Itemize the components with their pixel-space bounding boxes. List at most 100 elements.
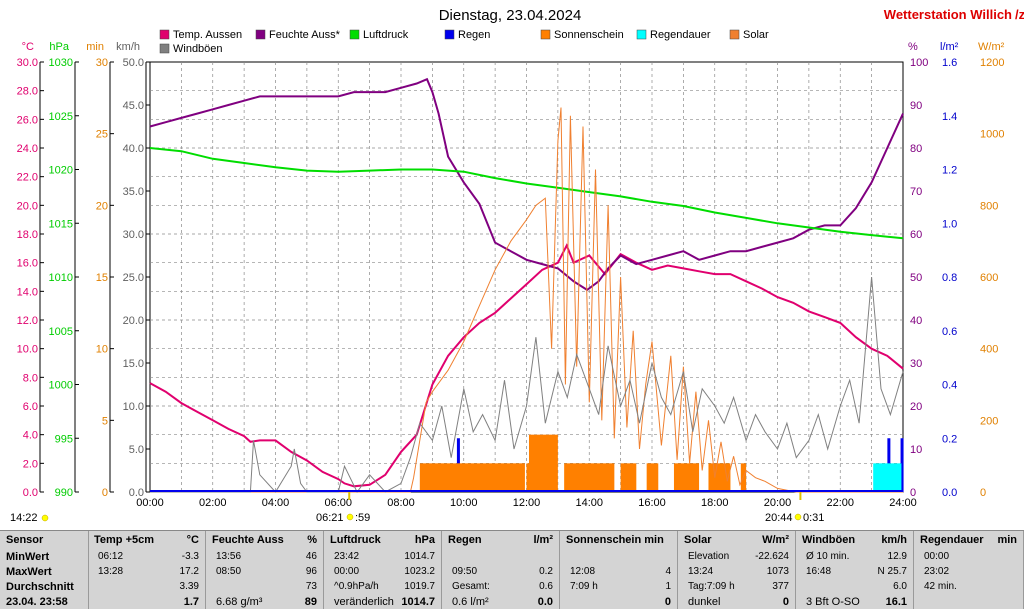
- axis-tick-right: 70: [910, 186, 922, 198]
- stats-solar-label: dunkel: [688, 596, 721, 608]
- axis-tick-right: 1200: [980, 57, 1004, 69]
- axis-tick-left: 20.0: [123, 315, 144, 327]
- stats-sensor-current: 23.04. 23:58: [6, 596, 68, 608]
- legend-label: Windböen: [173, 43, 223, 55]
- axis-tick-left: 10.0: [17, 344, 38, 356]
- stats-humidity-title: Feuchte Auss: [212, 534, 284, 546]
- axis-tick-left: 990: [55, 487, 73, 499]
- bar-sonnenschein: [673, 463, 700, 492]
- chart-lines: [149, 77, 904, 493]
- axis-tick-right: 0.2: [942, 433, 957, 445]
- stats-solar-label: Tag:7:09 h: [688, 581, 735, 592]
- stats-sunshine-value: 0: [664, 596, 671, 608]
- axis-tick-left: 10: [96, 344, 108, 356]
- axis-tick-left: 4.0: [23, 430, 38, 442]
- axis-tick-right: 0: [980, 487, 986, 499]
- x-tick-label: 24:00: [889, 497, 917, 509]
- stats-rain-value: 0.6: [539, 581, 553, 592]
- chart-axes: 00:00 02:00 04:00 06:00 08:00 10:00 12:00 14:00…: [17, 41, 1005, 509]
- bar-sonnenschein: [526, 463, 530, 492]
- axis-tick-left: 1005: [49, 326, 73, 338]
- bar-sonnenschein: [529, 434, 558, 492]
- axis-tick-left: 50.0: [123, 57, 144, 69]
- stats-humidity-label: 6.68 g/m³: [216, 596, 263, 608]
- stats-rain-label: 09:50: [452, 566, 478, 577]
- axis-tick-left: 0.0: [129, 487, 144, 499]
- stats-sensor-max: MaxWert: [6, 566, 52, 578]
- legend-label: Regen: [458, 29, 490, 41]
- stats-col-rain: Regen l/m² 09:50 0.2 Gesamt: 0.6 0.6 l/m² 0.0: [442, 531, 560, 609]
- legend-label: Solar: [743, 29, 769, 41]
- axis-tick-right: 0: [910, 487, 916, 499]
- stats-temp-title: Temp +5cm: [94, 534, 155, 546]
- stats-sensor-min: MinWert: [6, 551, 50, 563]
- axis-tick-right: 60: [910, 229, 922, 241]
- stats-pressure-label: 00:00: [334, 566, 360, 577]
- axis-tick-left: 2.0: [23, 458, 38, 470]
- stats-pressure-value: 1014.7: [404, 551, 435, 562]
- axis-tick-left: 1015: [49, 218, 73, 230]
- axis-unit-left: km/h: [116, 41, 140, 53]
- stats-pressure-value: 1019.7: [404, 581, 435, 592]
- axis-tick-left: 25: [96, 129, 108, 141]
- stats-col-temp: Temp +5cm °C 06:12 -3.3 13:28 17.2 3.39 1.7: [88, 531, 206, 609]
- axis-tick-right: 0.4: [942, 380, 957, 392]
- chart-grid: [149, 61, 904, 493]
- axis-tick-left: 30: [96, 57, 108, 69]
- axis-tick-left: 12.0: [17, 315, 38, 327]
- axis-tick-right: 90: [910, 100, 922, 112]
- stats-humidity-unit: %: [307, 534, 317, 546]
- stats-solar-value: 377: [772, 581, 789, 592]
- sunset-suffix: 0:31: [803, 512, 824, 524]
- series-line-solar: [150, 107, 903, 493]
- axis-tick-right: 1000: [980, 129, 1004, 141]
- legend-swatch: [540, 29, 551, 40]
- stats-humidity-value: 73: [305, 581, 317, 592]
- axis-unit-left: min: [86, 41, 104, 53]
- station-name[interactable]: Wetterstation Willich: [884, 7, 1012, 22]
- axis-tick-right: 1.6: [942, 57, 957, 69]
- axis-tick-left: 5.0: [129, 444, 144, 456]
- stats-solar-value: 0: [782, 596, 789, 608]
- x-tick-label: 20:00: [764, 497, 792, 509]
- axis-tick-right: 50: [910, 272, 922, 284]
- stats-sunshine-value: 1: [665, 581, 671, 592]
- stats-temp-label: 13:28: [98, 566, 124, 577]
- legend-label: Regendauer: [650, 29, 711, 41]
- stats-temp-value: 3.39: [179, 581, 199, 592]
- axis-tick-left: 26.0: [17, 114, 38, 126]
- stats-rain-label: 0.6 l/m²: [452, 596, 489, 608]
- axis-tick-left: 20: [96, 200, 108, 212]
- stats-temp-value: 1.7: [183, 596, 199, 608]
- stats-pressure-unit: hPa: [414, 534, 435, 546]
- stats-humidity-value: 46: [305, 551, 317, 562]
- stats-solar-value: -22.624: [755, 551, 789, 562]
- x-tick-label: 18:00: [701, 497, 729, 509]
- stats-humidity-value: 96: [305, 566, 317, 577]
- axis-tick-left: 20.0: [17, 200, 38, 212]
- legend-swatch: [349, 29, 360, 40]
- stats-wind-value: N 25.7: [877, 566, 907, 577]
- axis-tick-left: 8.0: [23, 372, 38, 384]
- chart-legend: Temp. Aussen Feuchte Auss* Luftdruck Regen S…: [159, 29, 769, 55]
- series-line-tempaussen: [149, 243, 904, 488]
- axis-tick-right: 200: [980, 415, 998, 427]
- axis-tick-left: 22.0: [17, 172, 38, 184]
- legend-label: Sonnenschein: [554, 29, 624, 41]
- stats-wind-label: 16:48: [806, 566, 832, 577]
- axis-tick-left: 5: [102, 415, 108, 427]
- x-tick-label: 14:00: [575, 497, 603, 509]
- axis-unit-left: hPa: [49, 41, 69, 53]
- x-tick-label: 12:00: [513, 497, 541, 509]
- axis-tick-left: 0: [102, 487, 108, 499]
- sun-icon: [41, 514, 49, 522]
- stats-solar-title: Solar: [684, 534, 712, 546]
- axis-tick-left: 30.0: [123, 229, 144, 241]
- plot-area: [149, 61, 904, 493]
- bar-regen: [900, 438, 904, 492]
- stats-pressure-label: ^0.9hPa/h: [334, 581, 379, 592]
- axis-tick-right: 100: [910, 57, 928, 69]
- stats-pressure-title: Luftdruck: [330, 534, 381, 546]
- stats-wind-value: 12.9: [887, 551, 907, 562]
- stats-col-wind: Windböen km/h Ø 10 min. 12.9 16:48 N 25.7 6.0 3…: [796, 531, 914, 609]
